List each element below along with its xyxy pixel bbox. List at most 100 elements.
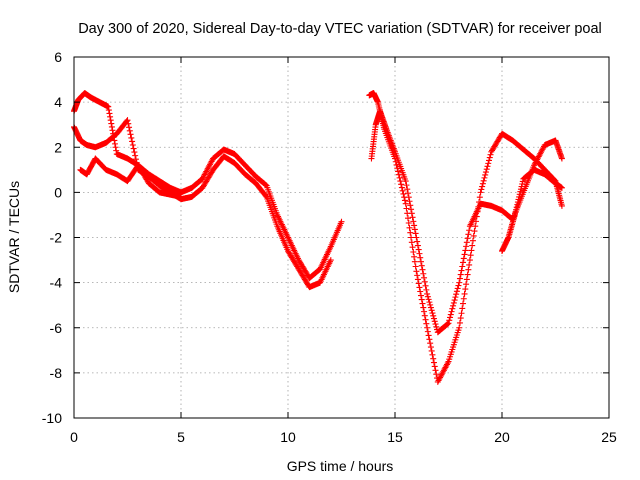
data-point — [486, 154, 493, 161]
data-point — [338, 218, 345, 225]
series-track-f — [499, 166, 565, 255]
data-point — [447, 314, 454, 321]
data-point — [558, 155, 565, 162]
x-tick-label: 5 — [177, 429, 185, 445]
data-point — [108, 123, 115, 130]
data-point — [460, 259, 467, 266]
data-point — [417, 254, 424, 261]
data-point — [405, 219, 412, 226]
data-point — [465, 231, 472, 238]
x-tick-label: 0 — [70, 429, 78, 445]
data-point — [423, 320, 430, 327]
data-point — [124, 117, 131, 124]
data-point — [460, 295, 467, 302]
data-point — [460, 300, 467, 307]
data-point — [409, 214, 416, 221]
data-point — [456, 279, 463, 286]
data-point — [512, 209, 519, 216]
data-point — [431, 318, 438, 325]
data-point — [107, 117, 114, 124]
data-point — [178, 193, 184, 200]
data-point — [517, 186, 524, 193]
data-point — [516, 193, 523, 200]
data-point — [411, 253, 418, 260]
data-point — [430, 359, 437, 366]
data-point — [419, 266, 426, 273]
data-point — [126, 127, 133, 134]
data-point — [477, 189, 484, 196]
data-point — [107, 113, 114, 120]
data-point — [458, 310, 465, 317]
data-point — [446, 317, 453, 324]
data-point — [111, 140, 118, 147]
y-tick-label: 6 — [54, 49, 62, 65]
data-point — [459, 305, 466, 312]
data-point — [453, 291, 460, 298]
data-point — [421, 278, 428, 285]
data-point — [469, 237, 476, 244]
data-point — [415, 246, 422, 253]
data-point — [404, 215, 411, 222]
data-point — [463, 243, 470, 250]
data-point — [398, 184, 405, 191]
data-point — [450, 302, 457, 309]
data-point — [478, 186, 485, 193]
data-point — [417, 292, 424, 299]
data-point — [519, 178, 526, 185]
data-point — [126, 124, 133, 131]
data-point — [465, 266, 472, 273]
data-point — [414, 272, 421, 279]
data-point — [404, 186, 411, 193]
data-point — [422, 316, 429, 323]
data-point — [403, 205, 410, 212]
data-point — [429, 351, 436, 358]
data-point — [459, 263, 466, 270]
data-point — [487, 151, 494, 158]
data-point — [433, 371, 440, 378]
data-point — [514, 199, 521, 206]
data-point — [262, 192, 269, 199]
data-point — [518, 183, 525, 190]
data-point — [129, 138, 136, 145]
data-point — [416, 284, 423, 291]
data-point — [413, 268, 420, 275]
data-point — [456, 319, 463, 326]
data-point — [431, 363, 438, 370]
data-point — [486, 157, 493, 164]
data-point — [426, 336, 433, 343]
data-point — [483, 166, 490, 173]
data-point — [427, 344, 434, 351]
data-point — [112, 144, 119, 151]
y-tick-label: -8 — [50, 365, 63, 381]
data-point — [420, 304, 427, 311]
data-point — [460, 255, 467, 262]
data-point — [131, 149, 138, 156]
data-point — [113, 147, 120, 154]
data-point — [421, 308, 428, 315]
data-point — [412, 230, 419, 237]
data-point — [418, 262, 425, 269]
data-point — [424, 293, 431, 300]
data-point — [513, 206, 520, 213]
series-track-c — [77, 155, 184, 200]
data-point — [408, 206, 415, 213]
data-point — [109, 127, 116, 134]
data-point — [419, 300, 426, 307]
data-point — [484, 163, 491, 170]
data-point — [409, 244, 416, 251]
data-point — [558, 184, 565, 191]
data-point — [469, 242, 476, 249]
data-point — [401, 197, 408, 204]
data-point — [106, 110, 113, 117]
data-point — [451, 297, 458, 304]
data-point — [130, 145, 137, 152]
y-axis-title: SDTVAR / TECUs — [6, 181, 22, 293]
data-point — [461, 251, 468, 258]
data-point — [413, 234, 420, 241]
x-axis-title: GPS time / hours — [287, 458, 394, 474]
labels-layer: 0 5 10 15 20 25 -10 -8 -6 -4 -2 0 2 4 6 — [42, 49, 617, 445]
data-point — [430, 355, 437, 362]
data-point — [129, 141, 136, 148]
data-point — [425, 332, 432, 339]
